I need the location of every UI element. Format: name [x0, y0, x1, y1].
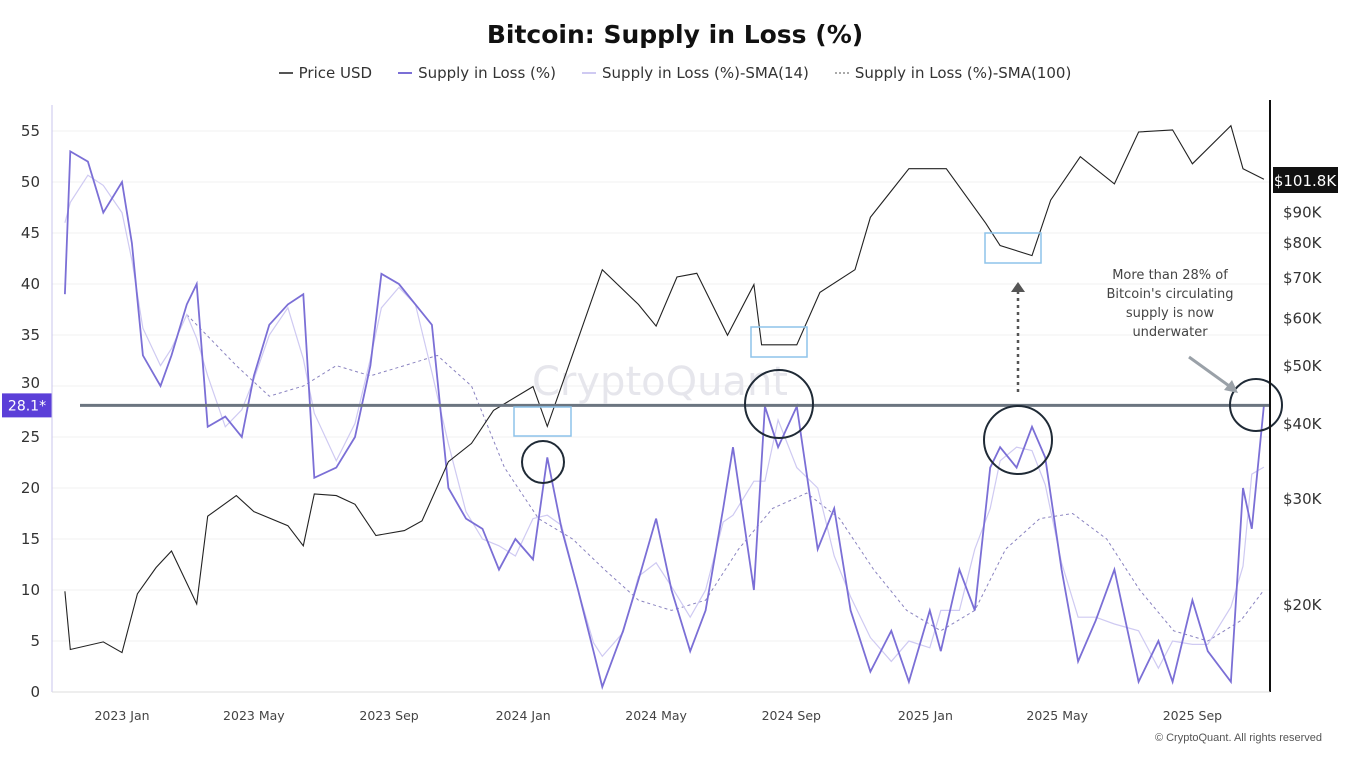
sma100-line: [186, 314, 1265, 642]
x-tick-label: 2023 Sep: [359, 708, 418, 723]
highlight-circle: [1229, 378, 1283, 432]
y-left-tick-label: 10: [21, 581, 40, 599]
annotation-text: More than 28% of Bitcoin's circulating s…: [1106, 268, 1234, 340]
supply-in-loss-line: [64, 149, 1265, 690]
x-tick-label: 2024 May: [625, 708, 687, 723]
reference-label: 28.1*: [8, 398, 46, 414]
y-right-tick-label: $90K: [1283, 203, 1323, 221]
price-low-box: [750, 326, 808, 358]
highlight-circle: [744, 369, 814, 439]
y-left-tick-label: 35: [21, 326, 40, 344]
y-right-tick-label: $50K: [1283, 357, 1323, 375]
chart-title: Bitcoin: Supply in Loss (%): [486, 20, 864, 49]
legend-item-price[interactable]: Price USD: [278, 64, 373, 82]
x-tick-label: 2025 Jan: [898, 708, 953, 723]
highlight-circle: [983, 405, 1053, 475]
legend-swatch-price: [278, 72, 293, 74]
y-left-tick-label: 15: [21, 530, 40, 548]
y-left-tick-label: 40: [21, 275, 40, 293]
x-tick-label: 2024 Jan: [496, 708, 551, 723]
y-right-tick-label: $70K: [1283, 269, 1323, 287]
y-left-tick-label: 45: [21, 224, 40, 242]
y-left-tick-label: 20: [21, 479, 40, 497]
legend-swatch-sma100: [834, 72, 849, 74]
legend-label: Supply in Loss (%)-SMA(100): [854, 64, 1072, 82]
x-tick-label: 2023 Jan: [94, 708, 149, 723]
y-right-tick-label: $20K: [1283, 596, 1323, 614]
x-tick-label: 2025 May: [1026, 708, 1088, 723]
price-low-box: [513, 406, 572, 437]
reference-label-bg: [2, 393, 52, 418]
dotted-arrow-head: [1011, 282, 1025, 292]
current-price-bg: [1273, 167, 1338, 193]
current-price-label: $101.8K: [1274, 172, 1337, 190]
y-left-tick-label: 55: [21, 122, 40, 140]
y-right-tick-label: $80K: [1283, 234, 1323, 252]
legend-item-sma100[interactable]: Supply in Loss (%)-SMA(100): [834, 64, 1072, 82]
legend-label: Supply in Loss (%)-SMA(14): [602, 64, 809, 82]
price-line: [64, 124, 1265, 654]
legend-label: Price USD: [298, 64, 373, 82]
y-left-tick-label: 5: [30, 632, 40, 650]
legend-item-supply[interactable]: Supply in Loss (%): [398, 64, 556, 82]
legend: Price USD Supply in Loss (%) Supply in L…: [0, 64, 1350, 82]
x-tick-label: 2024 Sep: [762, 708, 821, 723]
legend-swatch-sma14: [582, 72, 597, 74]
copyright: © CryptoQuant. All rights reserved: [1154, 732, 1322, 744]
y-right-tick-label: $40K: [1283, 415, 1323, 433]
watermark: CryptoQuant: [532, 359, 788, 405]
y-left-tick-label: 50: [21, 173, 40, 191]
y-left-tick-label: 25: [21, 428, 40, 446]
pointer-arrow-head: [1224, 380, 1238, 393]
x-tick-label: 2025 Sep: [1163, 708, 1222, 723]
pointer-arrow: [1188, 355, 1233, 390]
legend-label: Supply in Loss (%): [418, 64, 557, 82]
price-low-box: [984, 232, 1042, 264]
highlight-circle: [521, 440, 565, 484]
sma14-line: [64, 174, 1265, 670]
legend-item-sma14[interactable]: Supply in Loss (%)-SMA(14): [582, 64, 809, 82]
legend-swatch-supply: [398, 72, 413, 74]
y-right-tick-label: $30K: [1283, 490, 1323, 508]
x-tick-label: 2023 May: [223, 708, 285, 723]
y-left-tick-label: 30: [21, 374, 40, 392]
y-right-tick-label: $60K: [1283, 309, 1323, 327]
y-left-tick-label: 0: [30, 683, 40, 701]
